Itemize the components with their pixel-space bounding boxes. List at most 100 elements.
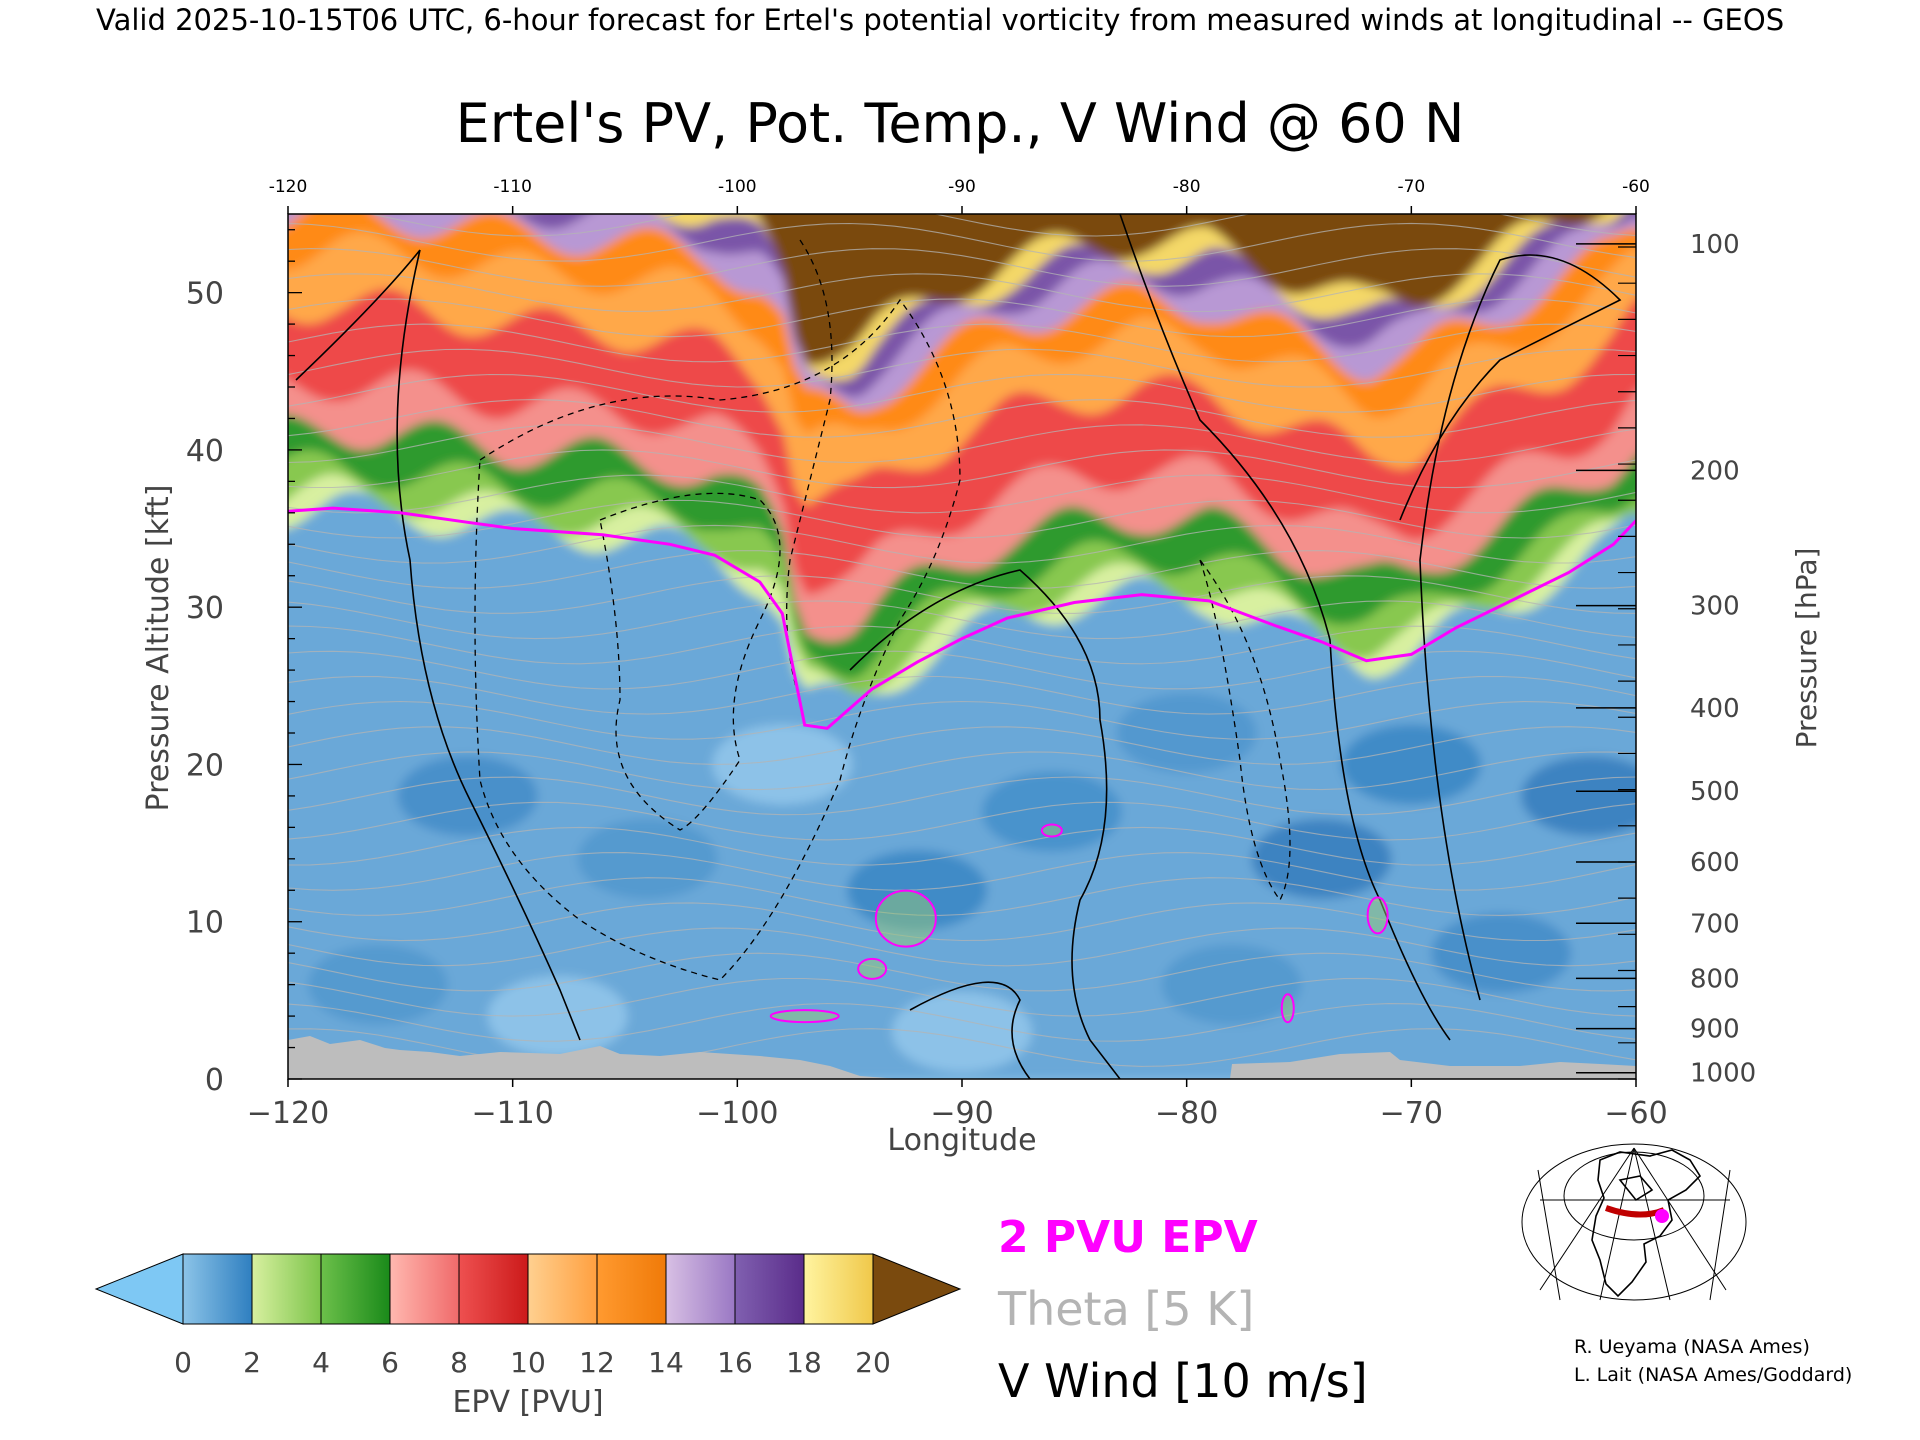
theta-contour xyxy=(288,776,1636,816)
y-axis-right-label: Pressure [hPa] xyxy=(1790,548,1823,749)
epv-blob xyxy=(1341,724,1482,805)
x-tick-label: −110 xyxy=(471,1096,553,1131)
x-top-tick-label: -100 xyxy=(718,177,757,197)
theta-contour xyxy=(288,449,1636,489)
epv-blob xyxy=(487,976,628,1057)
colorbar-segment xyxy=(665,1253,736,1325)
y-tick-label: 0 xyxy=(205,1063,224,1098)
v-wind-contour-dashed xyxy=(786,239,833,701)
tropopause-2pvu-line xyxy=(288,506,1636,730)
legend-theta: Theta [5 K] xyxy=(998,1282,1255,1336)
y-axis-right: 100 200 300 400 500 600 700 800 900 1000 xyxy=(1576,230,1756,1089)
colorbar-segment xyxy=(458,1253,529,1325)
p-tick-label: 500 xyxy=(1690,777,1740,807)
colorbar-segment xyxy=(803,1253,874,1325)
v-wind-contour-solid xyxy=(295,249,581,1041)
colorbar-segment xyxy=(734,1253,805,1325)
pv-patch xyxy=(1366,896,1389,935)
colorbar: 0 2 4 6 8 10 12 14 16 18 20 xyxy=(94,1253,962,1379)
y-tick-label: 20 xyxy=(186,748,224,783)
colorbar-segment xyxy=(389,1253,460,1325)
theta-contour xyxy=(288,877,1636,916)
pv-patch xyxy=(857,957,888,980)
colorbar-segment xyxy=(527,1253,598,1325)
banner-text: Valid 2025-10-15T06 UTC, 6-hour forecast… xyxy=(96,3,1784,37)
colorbar-tick-label: 14 xyxy=(648,1346,684,1379)
terrain-mask xyxy=(288,1036,1636,1079)
x-tick-label: −100 xyxy=(696,1096,778,1131)
theta-contour xyxy=(288,474,1636,514)
pv-patches xyxy=(769,823,1389,1024)
colorbar-segment xyxy=(182,1253,253,1325)
colorbar-tick-label: 8 xyxy=(450,1346,468,1379)
epv-blob xyxy=(1521,755,1636,836)
v-wind-contour-dashed xyxy=(1199,559,1291,902)
theta-contour xyxy=(288,902,1636,942)
theta-contour xyxy=(288,1002,1636,1042)
theta-contour xyxy=(288,675,1636,715)
y-axis-left: 0 10 20 30 40 50 xyxy=(186,229,302,1098)
x-top-tick-label: -90 xyxy=(948,177,976,197)
theta-contour xyxy=(288,499,1636,539)
x-tick-label: −120 xyxy=(247,1096,329,1131)
x-tick-label: −60 xyxy=(1604,1096,1667,1131)
colorbar-tick-label: 16 xyxy=(717,1346,753,1379)
x-tick-label: −80 xyxy=(1155,1096,1218,1131)
plot-area xyxy=(288,214,1636,1079)
theta-contour xyxy=(288,399,1636,438)
credit-2: L. Lait (NASA Ames/Goddard) xyxy=(1574,1364,1852,1386)
y-axis-left-label: Pressure Altitude [kft] xyxy=(141,485,176,812)
theta-contour xyxy=(288,550,1636,589)
legend-vwind: V Wind [10 m/s] xyxy=(998,1354,1368,1408)
theta-contour xyxy=(288,298,1636,338)
theta-contour xyxy=(288,273,1636,312)
pv-patch xyxy=(769,1009,840,1024)
colorbar-tick-label: 10 xyxy=(510,1346,546,1379)
theta-contour xyxy=(288,852,1636,891)
north-america-outline xyxy=(1591,1149,1702,1298)
theta-contour xyxy=(288,248,1636,287)
theta-contour xyxy=(288,323,1636,363)
theta-contour xyxy=(288,927,1636,967)
theta-contour xyxy=(288,726,1636,765)
v-wind-contour-solid xyxy=(1119,214,1451,1041)
colorbar-tick-label: 6 xyxy=(381,1346,399,1379)
theta-contour xyxy=(288,222,1636,262)
colorbar-segment xyxy=(320,1253,391,1325)
y-tick-label: 40 xyxy=(186,434,224,469)
theta-contour xyxy=(288,524,1636,564)
epv-blob xyxy=(1116,693,1257,773)
epv-blob xyxy=(577,818,718,899)
theta-contour xyxy=(288,751,1636,791)
p-tick-label: 1000 xyxy=(1690,1059,1756,1089)
legend-2pvu: 2 PVU EPV xyxy=(998,1212,1258,1263)
pv-patch xyxy=(874,889,937,948)
credit-1: R. Ueyama (NASA Ames) xyxy=(1574,1336,1810,1358)
x-top-tick-label: -60 xyxy=(1622,177,1650,197)
colorbar-tick-label: 0 xyxy=(174,1346,192,1379)
epv-blob xyxy=(1431,913,1572,994)
x-axis-bottom: −120 −110 −100 −90 −80 −70 −60 xyxy=(247,1079,1668,1131)
epv-blob xyxy=(981,771,1122,852)
colorbar-tick-label: 20 xyxy=(855,1346,891,1379)
theta-contour xyxy=(288,977,1636,1017)
map-graticule xyxy=(1521,1143,1747,1301)
v-wind-contour-solid xyxy=(909,981,1031,1079)
theta-contour xyxy=(288,348,1636,388)
theta-contour xyxy=(368,214,1636,237)
colorbar-tick-label: 12 xyxy=(579,1346,615,1379)
y-tick-label: 30 xyxy=(186,591,224,626)
locator-map xyxy=(1521,1143,1747,1301)
y-tick-label: 50 xyxy=(186,277,224,312)
x-top-tick-label: -120 xyxy=(269,177,308,197)
theta-contour xyxy=(288,952,1636,992)
p-tick-label: 600 xyxy=(1690,848,1740,878)
epv-field xyxy=(288,214,1636,1079)
location-dot xyxy=(1655,1209,1669,1223)
p-tick-label: 200 xyxy=(1690,456,1740,486)
colorbar-min-extend xyxy=(94,1253,184,1325)
x-axis-top: -120 -110 -100 -90 -80 -70 -60 xyxy=(269,177,1650,214)
colorbar-max-extend xyxy=(872,1253,962,1325)
v-wind-contour-solid xyxy=(849,569,1121,1079)
p-tick-label: 400 xyxy=(1690,694,1740,724)
